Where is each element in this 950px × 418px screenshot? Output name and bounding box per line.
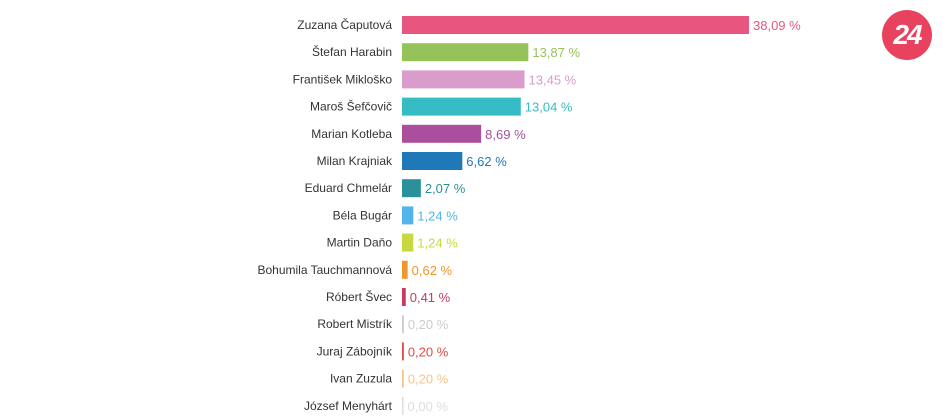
category-label: Štefan Harabin: [312, 44, 392, 59]
bar: [402, 179, 421, 198]
value-label: 13,45 %: [529, 72, 577, 87]
category-label: Béla Bugár: [333, 208, 392, 222]
category-label: Juraj Zábojník: [317, 344, 393, 358]
value-label: 8,69 %: [485, 127, 526, 142]
value-label: 13,04 %: [525, 100, 573, 115]
value-label: 0,20 %: [408, 344, 449, 359]
value-label: 13,87 %: [532, 45, 580, 60]
category-label: Ivan Zuzula: [330, 372, 392, 386]
category-label: Marian Kotleba: [311, 127, 392, 141]
bar: [402, 233, 414, 252]
value-label: 1,24 %: [417, 236, 458, 251]
bar: [402, 315, 404, 334]
bar: [402, 124, 482, 143]
bar: [402, 43, 529, 62]
category-label: Maroš Šefčovič: [310, 99, 392, 114]
bar: [402, 342, 404, 361]
category-label: František Mikloško: [293, 72, 393, 86]
value-label: 1,24 %: [417, 208, 458, 223]
value-label: 0,62 %: [412, 263, 453, 278]
bar: [402, 70, 525, 89]
bar: [402, 206, 414, 225]
bar: [402, 97, 521, 116]
category-label: Milan Krajniak: [317, 154, 393, 168]
category-label: Eduard Chmelár: [305, 181, 392, 195]
bar: [402, 288, 406, 306]
category-label: Martin Daňo: [327, 236, 393, 250]
bar: [402, 16, 749, 34]
value-label: 0,41 %: [410, 290, 451, 305]
category-label: József Menyhárt: [304, 399, 393, 413]
bar: [402, 152, 463, 170]
value-label: 6,62 %: [466, 154, 507, 169]
category-label: Zuzana Čaputová: [297, 17, 392, 32]
category-label: Robert Mistrík: [317, 317, 393, 331]
value-label: 0,20 %: [408, 317, 449, 332]
site-logo: 24: [882, 10, 932, 60]
bar: [402, 369, 404, 388]
category-label: Róbert Švec: [326, 289, 392, 304]
value-label: 2,07 %: [425, 181, 466, 196]
bar: [402, 260, 408, 279]
value-label: 0,20 %: [408, 372, 449, 387]
value-label: 38,09 %: [753, 18, 801, 33]
bar: [402, 396, 404, 415]
category-label: Bohumila Tauchmannová: [257, 263, 392, 277]
value-label: 0,00 %: [408, 399, 449, 414]
